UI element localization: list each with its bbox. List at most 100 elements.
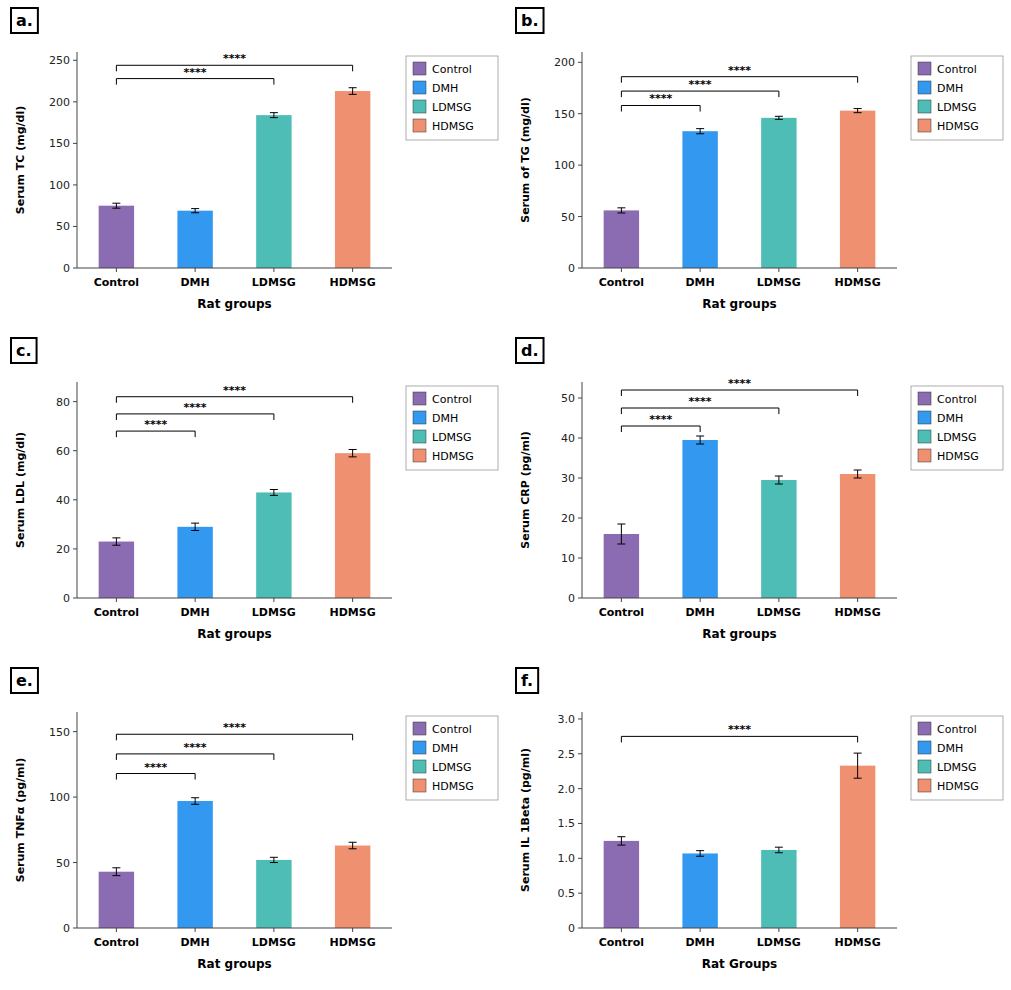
- error-cap: [617, 845, 625, 846]
- x-axis-line: [77, 928, 392, 929]
- error-cap: [617, 207, 625, 208]
- bar: [604, 534, 639, 598]
- legend-swatch: [918, 449, 931, 462]
- error-cap: [349, 848, 357, 849]
- legend-label: LDMSG: [432, 101, 472, 114]
- bar: [761, 118, 796, 268]
- legend-swatch: [413, 119, 426, 132]
- y-tick-label: 0: [568, 262, 575, 275]
- bracket-line: [116, 65, 352, 71]
- legend: ControlDMHLDMSGHDMSG: [911, 716, 1003, 800]
- bar: [682, 853, 717, 928]
- x-tick: [195, 598, 196, 602]
- legend-label: HDMSG: [937, 450, 979, 463]
- bar: [335, 453, 370, 598]
- error-line: [700, 129, 701, 134]
- legend-swatch: [918, 392, 931, 405]
- plot-area: [604, 109, 876, 268]
- error-cap: [775, 484, 783, 485]
- legend-swatch: [918, 741, 931, 754]
- plot-area: [99, 88, 371, 268]
- legend-swatch: [413, 100, 426, 113]
- bar: [840, 111, 875, 268]
- legend-label: LDMSG: [432, 431, 472, 444]
- x-axis-line: [77, 268, 392, 269]
- bar: [177, 801, 212, 928]
- significance-bracket: [621, 105, 700, 111]
- bracket-label: ****: [689, 395, 712, 408]
- y-axis-label: Serum IL 1Beta (pg/ml): [519, 748, 532, 892]
- error-cap: [696, 850, 704, 851]
- error-cap: [854, 470, 862, 471]
- y-tick: [73, 548, 77, 549]
- error-bar: [617, 524, 625, 544]
- legend-swatch: [918, 100, 931, 113]
- x-tick-label: LDMSG: [757, 936, 801, 949]
- y-tick: [73, 401, 77, 402]
- y-tick-label: 20: [561, 512, 575, 525]
- bar: [99, 542, 134, 598]
- legend-frame: [406, 716, 498, 800]
- error-line: [352, 88, 353, 95]
- bar: [256, 492, 291, 598]
- bracket-label: ****: [649, 92, 672, 105]
- error-cap: [696, 128, 704, 129]
- y-tick: [578, 62, 582, 63]
- legend-label: Control: [432, 393, 472, 406]
- legend-swatch: [413, 722, 426, 735]
- x-tick-label: Control: [599, 276, 644, 289]
- error-cap: [854, 778, 862, 779]
- error-line: [352, 842, 353, 849]
- legend-label: HDMSG: [937, 780, 979, 793]
- y-tick: [73, 226, 77, 227]
- x-tick: [195, 928, 196, 932]
- y-tick-label: 0.5: [558, 887, 576, 900]
- legend-swatch: [413, 430, 426, 443]
- x-tick-label: HDMSG: [835, 606, 881, 619]
- bracket-line: [116, 734, 352, 740]
- panel-label-box: [516, 668, 538, 693]
- error-bar: [854, 753, 862, 778]
- error-cap: [349, 456, 357, 457]
- bar: [761, 480, 796, 598]
- legend-frame: [911, 716, 1003, 800]
- error-bar: [112, 203, 120, 208]
- y-axis-line: [77, 52, 78, 268]
- x-tick-label: Control: [94, 606, 139, 619]
- bar: [335, 846, 370, 928]
- error-cap: [696, 436, 704, 437]
- bracket-line: [116, 431, 195, 437]
- legend-frame: [406, 56, 498, 140]
- y-tick: [73, 143, 77, 144]
- x-tick: [352, 598, 353, 602]
- legend-frame: [406, 386, 498, 470]
- x-tick: [700, 928, 701, 932]
- error-bar: [191, 209, 199, 213]
- legend-label: LDMSG: [432, 761, 472, 774]
- error-cap: [854, 478, 862, 479]
- error-bar: [696, 436, 704, 444]
- panel: c.020406080ControlDMHLDMSGHDMSGRat group…: [11, 338, 498, 641]
- error-bar: [270, 857, 278, 862]
- x-tick: [778, 268, 779, 272]
- legend-label: DMH: [937, 412, 963, 425]
- y-tick-label: 1.5: [558, 817, 576, 830]
- x-tick: [116, 268, 117, 272]
- legend-label: LDMSG: [937, 101, 977, 114]
- y-tick-label: 100: [49, 179, 70, 192]
- y-tick-label: 80: [56, 396, 70, 409]
- x-tick: [700, 598, 701, 602]
- error-line: [116, 868, 117, 876]
- panel: d.01020304050ControlDMHLDMSGHDMSGRat gro…: [516, 338, 1003, 641]
- x-axis-label: Rat groups: [702, 297, 776, 311]
- y-tick: [578, 478, 582, 479]
- y-tick-label: 100: [554, 159, 575, 172]
- y-tick-label: 50: [561, 392, 575, 405]
- x-axis-label: Rat groups: [702, 627, 776, 641]
- bar: [335, 91, 370, 268]
- error-line: [778, 847, 779, 853]
- error-cap: [617, 836, 625, 837]
- y-tick-label: 60: [56, 445, 70, 458]
- bracket-line: [116, 79, 274, 85]
- error-cap: [191, 797, 199, 798]
